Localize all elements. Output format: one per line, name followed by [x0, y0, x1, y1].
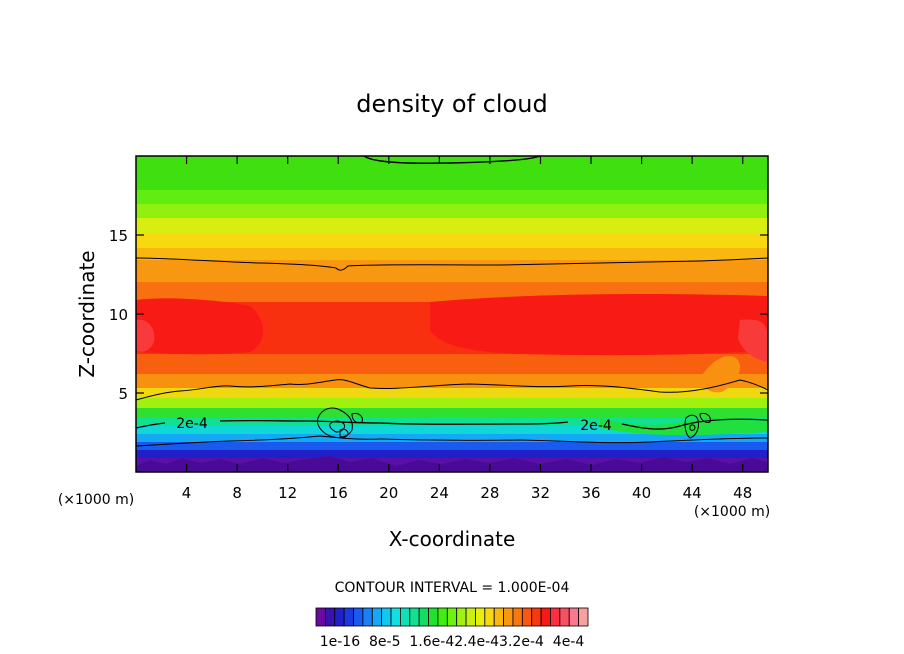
x-tick-label: 4 [182, 484, 192, 502]
colorbar-swatch [362, 607, 373, 627]
x-tick-label: 32 [531, 484, 550, 502]
colorbar-swatch [381, 607, 392, 627]
contour-blob-16km-a [317, 407, 353, 438]
contour-2e-4-mid [219, 419, 569, 425]
colorbar-swatch [334, 607, 345, 627]
colorbar-swatch [324, 607, 336, 627]
band-green-yellow [136, 204, 768, 218]
red-core-left [136, 298, 264, 355]
colorbar-swatch [568, 607, 580, 627]
colorbar [315, 607, 589, 627]
x-tick-label: 20 [379, 484, 398, 502]
colorbar-swatch [521, 607, 533, 627]
contour-blob-16km-c [339, 428, 349, 438]
band-green-2 [136, 190, 768, 204]
contour-interval-text: CONTOUR INTERVAL = 1.000E-04 [335, 580, 570, 596]
band-orange [136, 260, 768, 282]
band-red-lower [136, 354, 768, 374]
colorbar-swatch [390, 607, 401, 627]
x-tick-label: 48 [733, 484, 752, 502]
band-dark-blue [136, 450, 768, 458]
y-tick-label: 15 [109, 227, 128, 245]
colorbar-swatch [371, 607, 383, 627]
purple-bottom-ragged [136, 456, 768, 472]
contour-label-left: 2e-4 [176, 416, 208, 432]
contour-upper [136, 257, 768, 271]
colorbar-swatch [531, 607, 542, 627]
band-yellow-lower [136, 388, 768, 398]
x-tick-label: 44 [683, 484, 702, 502]
red-pink-spot-right [738, 319, 768, 362]
contour-lines [136, 156, 768, 447]
x-tick-label: 28 [480, 484, 499, 502]
colorbar-swatch [353, 607, 364, 627]
band-cyan-green [136, 418, 768, 426]
x-unit-right: (×1000 m) [694, 504, 770, 520]
band-green-lower-2 [136, 408, 768, 418]
colorbar-swatch [400, 607, 411, 627]
x-tick-label: 16 [329, 484, 348, 502]
chart-title: density of cloud [356, 90, 547, 118]
x-axis-label: X-coordinate [389, 527, 516, 551]
colorbar-swatch [475, 607, 486, 627]
colorbar-swatch [493, 607, 504, 627]
band-blue [136, 442, 768, 450]
colorbar-swatch [446, 607, 458, 627]
band-cyan [136, 426, 768, 434]
y-axis-label: Z-coordinate [75, 250, 99, 377]
contour-lower [136, 435, 768, 447]
colorbar-swatch [512, 607, 523, 627]
green-dip-right [600, 417, 768, 436]
contour-middle [136, 379, 768, 401]
x-tick-label: 12 [278, 484, 297, 502]
red-pink-spot-left [136, 319, 155, 352]
colorbar-swatch [578, 607, 589, 627]
x-tick-label: 24 [430, 484, 449, 502]
band-top-green [136, 156, 768, 190]
x-tick-label: 40 [632, 484, 651, 502]
colorbar-swatch [409, 607, 420, 627]
contour-fill [136, 156, 768, 472]
band-yellow [136, 218, 768, 234]
colorbar-swatch [437, 607, 448, 627]
contour-label-right: 2e-4 [580, 418, 612, 434]
colorbar-swatch [428, 607, 439, 627]
colorbar-swatch [465, 607, 476, 627]
band-orange-light [136, 248, 768, 260]
contour-blob-44km-c [689, 424, 696, 431]
colorbar-labels: 1e-16 8e-5 1.6e-42.4e-43.2e-4 4e-4 [320, 634, 585, 650]
colorbar-swatch [484, 607, 495, 627]
colorbar-swatch [503, 607, 514, 627]
contour-2e-4-right [621, 418, 768, 430]
red-core-right [430, 294, 768, 356]
x-unit-left: (×1000 m) [58, 492, 134, 508]
contour-blob-44km-a [684, 414, 699, 439]
y-tick-label: 5 [118, 385, 128, 403]
contour-blob-16km-d [351, 413, 363, 424]
band-green-lower [136, 398, 768, 408]
contour-top [363, 156, 541, 164]
y-tick-label: 10 [109, 306, 128, 324]
colorbar-swatch [559, 607, 570, 627]
colorbar-swatch [418, 607, 429, 627]
colorbar-swatch [550, 607, 561, 627]
colorbar-swatch [540, 607, 551, 627]
colorbar-swatch [343, 607, 354, 627]
contour-2e-4-left [136, 422, 166, 429]
contour-blob-44km-b [699, 413, 711, 423]
colorbar-swatch [315, 607, 326, 627]
band-yellow-orange [136, 234, 768, 248]
x-tick-label: 36 [581, 484, 600, 502]
x-axis-ticks: 4 8 12 16 20 24 28 32 36 40 44 48 [182, 156, 752, 502]
x-tick-label: 8 [232, 484, 242, 502]
colorbar-swatch [456, 607, 467, 627]
band-light-blue [136, 434, 768, 442]
y-axis-ticks: 5 10 15 [109, 227, 768, 403]
